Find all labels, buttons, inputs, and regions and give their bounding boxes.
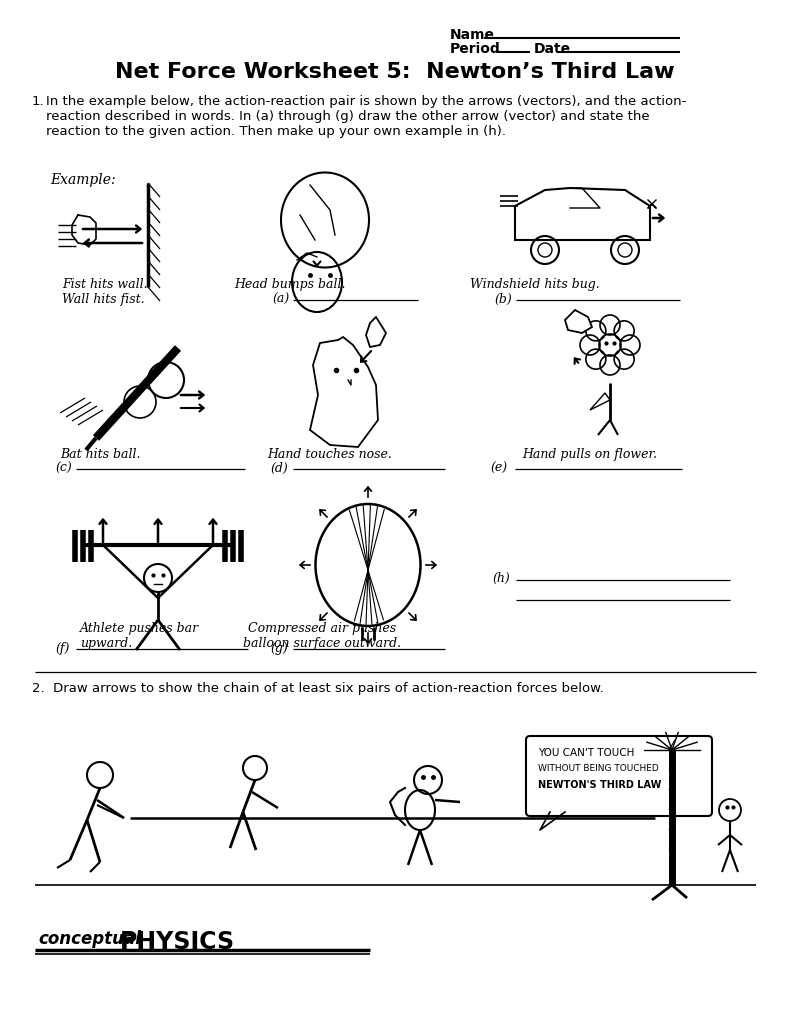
Text: 1.: 1. [32, 95, 44, 108]
Text: Head bumps ball.: Head bumps ball. [234, 278, 346, 291]
Text: (e): (e) [490, 462, 507, 475]
Text: Bat hits ball.: Bat hits ball. [60, 449, 140, 461]
Text: (g): (g) [270, 642, 288, 655]
Text: WITHOUT BEING TOUCHED: WITHOUT BEING TOUCHED [538, 764, 659, 773]
Text: PHYSICS: PHYSICS [120, 930, 235, 954]
Text: In the example below, the action-reaction pair is shown by the arrows (vectors),: In the example below, the action-reactio… [46, 95, 687, 138]
Polygon shape [515, 188, 650, 240]
FancyBboxPatch shape [526, 736, 712, 816]
Text: (h): (h) [492, 572, 509, 585]
Text: Date: Date [534, 42, 571, 56]
Text: Period: Period [450, 42, 501, 56]
Text: Hand pulls on flower.: Hand pulls on flower. [522, 449, 657, 461]
Text: Wall hits fist.: Wall hits fist. [62, 293, 145, 306]
Text: Compressed air pushes
balloon surface outward.: Compressed air pushes balloon surface ou… [243, 622, 401, 650]
Text: NEWTON'S THIRD LAW: NEWTON'S THIRD LAW [538, 780, 661, 790]
Text: Fist hits wall.: Fist hits wall. [62, 278, 148, 291]
Text: YOU CAN'T TOUCH: YOU CAN'T TOUCH [538, 748, 634, 758]
Text: (b): (b) [494, 293, 512, 306]
Text: 2.  Draw arrows to show the chain of at least six pairs of action-reaction force: 2. Draw arrows to show the chain of at l… [32, 682, 604, 695]
Text: (a): (a) [272, 293, 290, 306]
Text: (d): (d) [270, 462, 288, 475]
Text: (f): (f) [55, 642, 70, 655]
Polygon shape [366, 317, 386, 347]
Polygon shape [565, 310, 592, 333]
Polygon shape [310, 337, 378, 447]
Text: Windshield hits bug.: Windshield hits bug. [470, 278, 600, 291]
Text: Hand touches nose.: Hand touches nose. [267, 449, 392, 461]
Text: conceptual: conceptual [38, 930, 141, 948]
Polygon shape [590, 393, 610, 410]
Text: (c): (c) [55, 462, 72, 475]
Text: Example:: Example: [50, 173, 115, 187]
Text: Name: Name [450, 28, 495, 42]
Text: Athlete pushes bar
upward.: Athlete pushes bar upward. [80, 622, 199, 650]
Text: Net Force Worksheet 5:  Newton’s Third Law: Net Force Worksheet 5: Newton’s Third La… [115, 62, 675, 82]
